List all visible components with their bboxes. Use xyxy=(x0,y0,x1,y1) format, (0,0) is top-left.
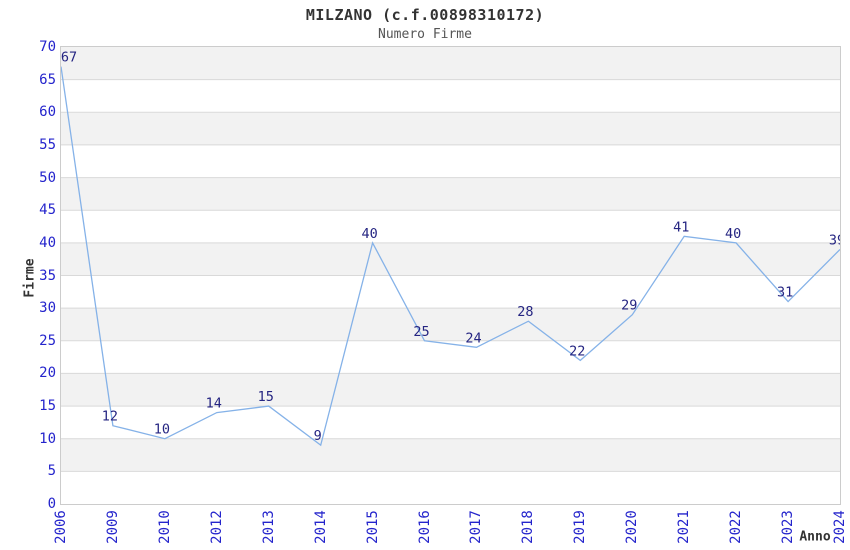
data-label: 14 xyxy=(206,396,222,412)
x-tick-label: 2022 xyxy=(728,510,745,544)
plot-band xyxy=(61,112,840,145)
y-tick-label: 70 xyxy=(39,39,56,55)
y-tick-label: 45 xyxy=(39,202,56,219)
x-tick-label: 2012 xyxy=(208,510,225,544)
y-tick-label: 50 xyxy=(39,169,56,186)
data-label: 40 xyxy=(725,226,741,242)
x-axis-title: Anno xyxy=(799,529,831,545)
data-line xyxy=(61,66,840,447)
x-tick-label: 2019 xyxy=(572,510,589,544)
y-tick-label: 0 xyxy=(47,496,56,512)
data-label: 10 xyxy=(154,422,170,438)
y-tick-label: 60 xyxy=(39,104,56,121)
x-tick-label: 2006 xyxy=(53,510,69,544)
x-tick-label: 2013 xyxy=(260,510,277,544)
chart-title: MILZANO (c.f.00898310172) xyxy=(305,6,545,24)
data-label: 25 xyxy=(413,324,429,340)
y-tick-label: 5 xyxy=(47,463,56,480)
data-label: 41 xyxy=(673,219,689,235)
y-tick-label: 65 xyxy=(39,71,56,88)
y-tick-label: 25 xyxy=(39,332,56,349)
x-tick-label: 2009 xyxy=(104,510,121,544)
y-tick-label: 20 xyxy=(39,365,56,382)
x-tick-label: 2015 xyxy=(364,510,381,544)
y-tick-label: 30 xyxy=(39,300,56,317)
plot-band xyxy=(61,438,840,472)
data-label: 29 xyxy=(621,298,637,314)
y-tick-label: 15 xyxy=(39,398,56,415)
data-label: 24 xyxy=(465,330,481,346)
data-label: 15 xyxy=(258,389,274,405)
data-label: 39 xyxy=(829,232,840,248)
plot-band xyxy=(61,242,840,276)
data-label: 40 xyxy=(361,226,377,242)
data-label: 31 xyxy=(777,285,793,301)
data-label: 12 xyxy=(102,409,118,425)
y-tick-label: 40 xyxy=(39,234,56,251)
x-tick-label: 2010 xyxy=(156,510,173,544)
x-tick-label: 2020 xyxy=(624,510,641,544)
y-tick-label: 35 xyxy=(39,267,56,284)
y-tick-label: 10 xyxy=(39,430,56,447)
x-tick-label: 2021 xyxy=(676,510,693,544)
x-tick-label: 2016 xyxy=(416,510,433,544)
plot-band xyxy=(61,373,840,407)
plot-band xyxy=(61,47,840,80)
data-label: 22 xyxy=(569,343,585,359)
data-label: 28 xyxy=(517,304,533,320)
x-tick-label: 2014 xyxy=(312,510,329,544)
plot-band xyxy=(61,177,840,211)
x-tick-label: 2024 xyxy=(832,510,848,544)
chart-subtitle: Numero Firme xyxy=(378,27,472,42)
x-tick-label: 2023 xyxy=(780,510,797,544)
data-label: 9 xyxy=(314,428,322,444)
x-tick-label: 2018 xyxy=(520,510,537,544)
data-label: 67 xyxy=(61,50,77,66)
plot-area: 67 12 10 14 15 9 40 25 24 28 22 29 41 40 31 39 xyxy=(60,46,841,505)
plot-band xyxy=(61,308,840,341)
y-tick-label: 55 xyxy=(39,136,56,153)
x-tick-label: 2017 xyxy=(468,510,485,544)
